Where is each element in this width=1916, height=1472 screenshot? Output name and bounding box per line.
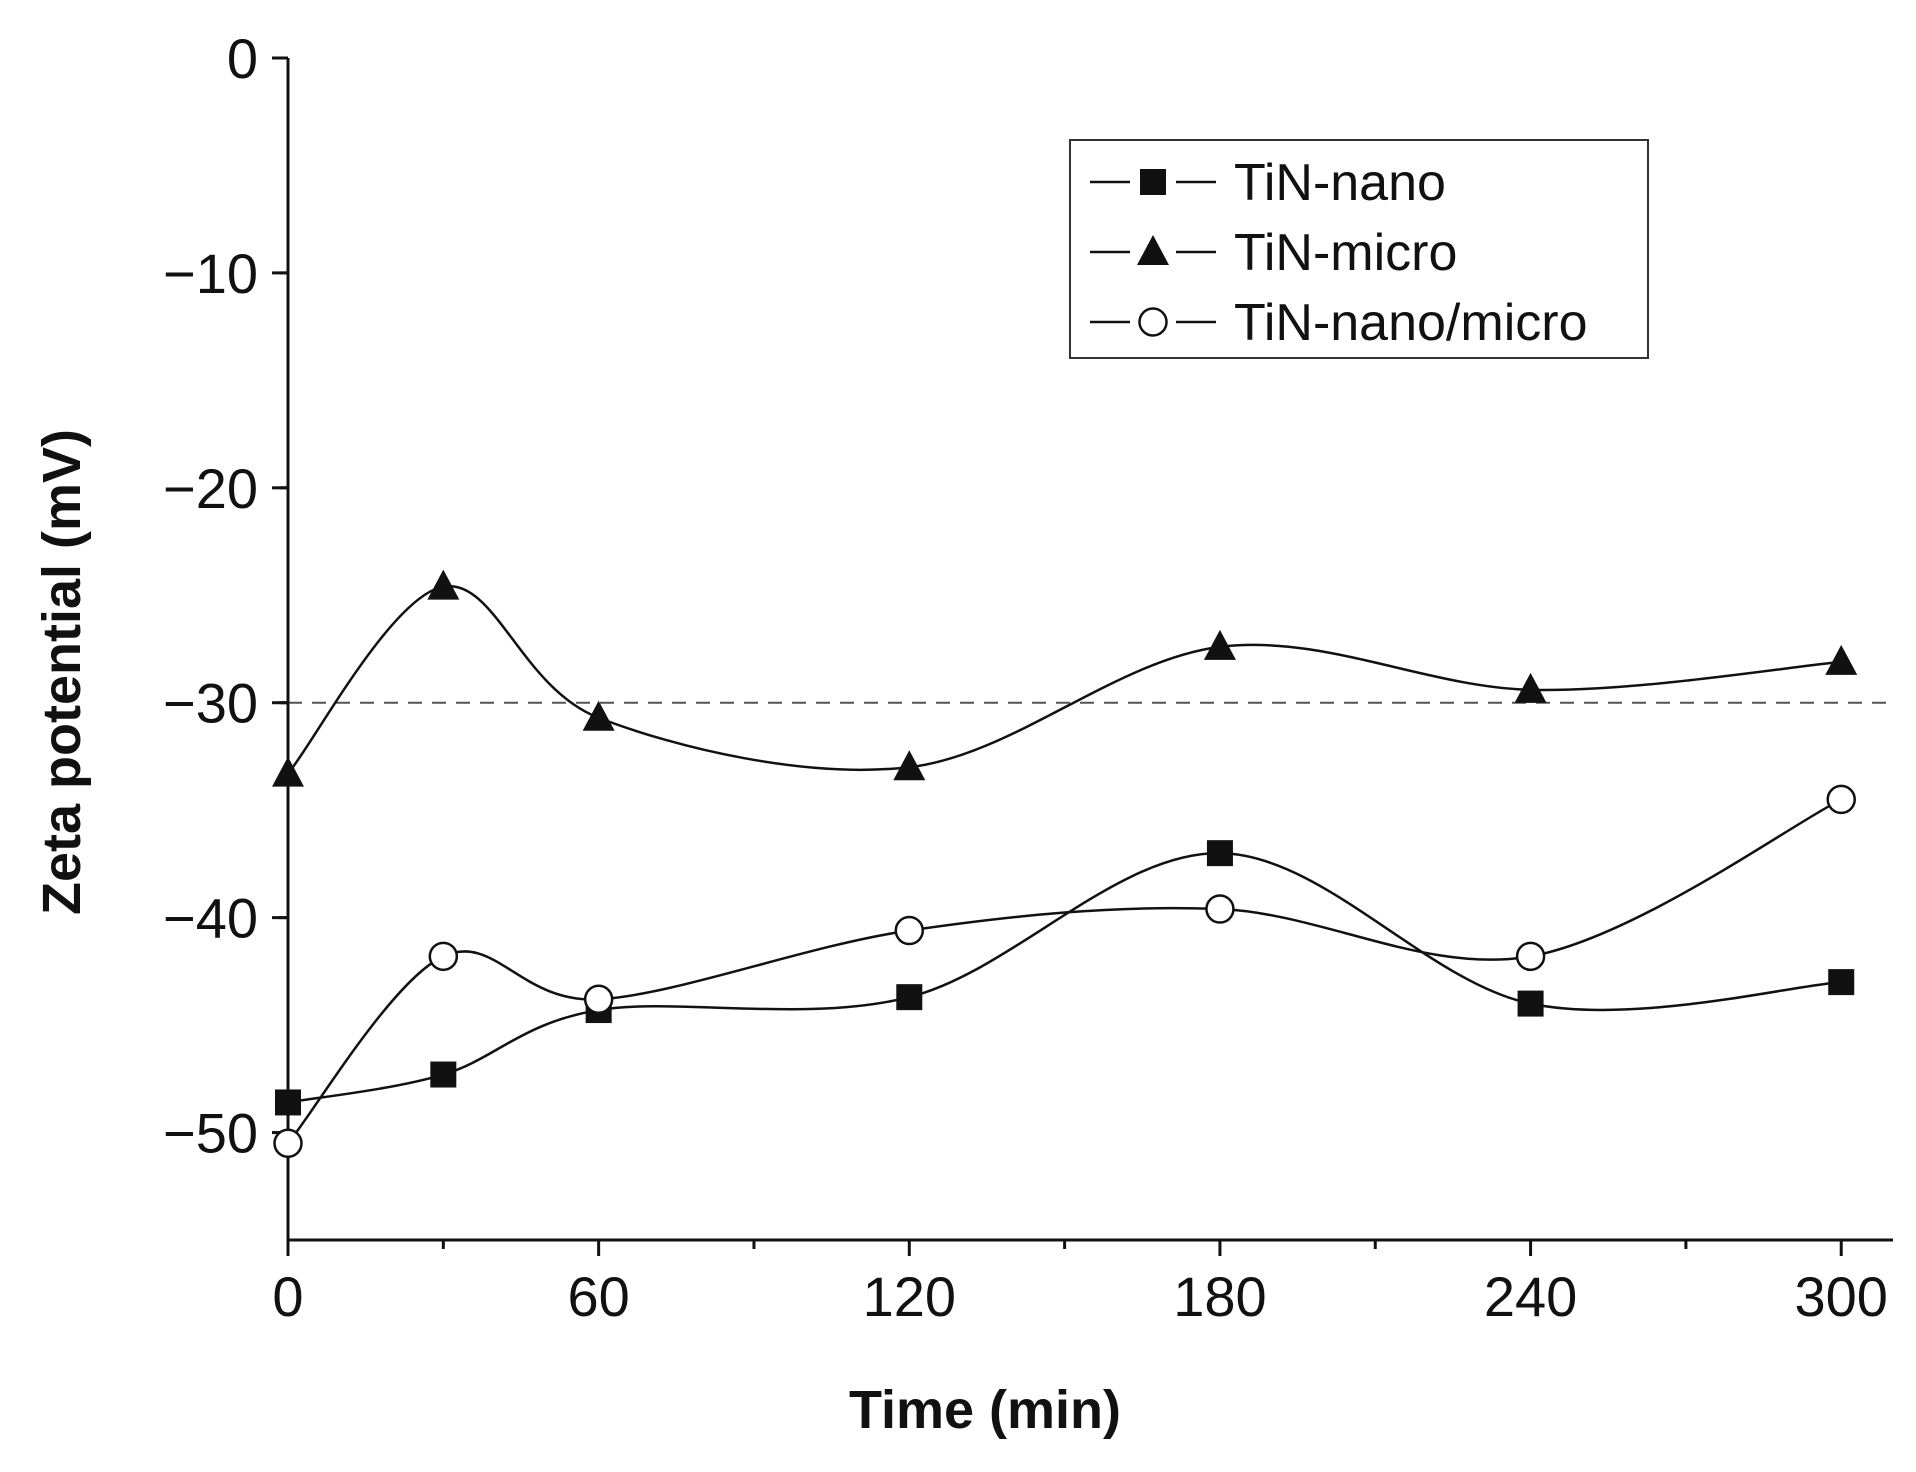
- y-tick-label: −50: [163, 1102, 258, 1165]
- data-point-series-3: [273, 1128, 303, 1159]
- data-point-series-2: [1825, 644, 1858, 675]
- axes: [286, 58, 1893, 1242]
- legend-marker: [1137, 235, 1169, 265]
- y-tick-label: 0: [227, 27, 258, 90]
- y-axis-title: Zeta potential (mV): [32, 429, 92, 915]
- data-point-series-3: [583, 984, 614, 1015]
- legend-label: TiN-nano: [1234, 154, 1446, 212]
- data-point-series-2: [582, 700, 615, 731]
- data-point-series-1: [275, 1089, 301, 1116]
- x-tick-label: 120: [863, 1265, 956, 1328]
- y-tick-label: −30: [163, 672, 258, 735]
- data-point-series-2: [1514, 672, 1547, 703]
- x-tick-label: 180: [1173, 1265, 1266, 1328]
- tick-labels: 0 −10 −20 −30 −40 −50 0 60 120 180 240 300: [163, 27, 1888, 1328]
- legend-box: [1069, 139, 1649, 359]
- data-point-series-3: [894, 915, 925, 946]
- legend: TiN-nano TiN-micro TiN-nano/micro: [1069, 139, 1649, 359]
- legend-marker: [1140, 169, 1166, 195]
- series-curve-2: [287, 585, 1842, 775]
- y-tick-label: −40: [163, 887, 258, 950]
- legend-label: TiN-nano/micro: [1234, 294, 1588, 352]
- x-axis-title: Time (min): [849, 1380, 1121, 1440]
- data-point-series-3: [428, 941, 459, 972]
- data-point-series-1: [1206, 840, 1233, 867]
- data-point-series-2: [893, 750, 926, 781]
- y-tick-label: −10: [163, 242, 258, 305]
- y-tick-label: −20: [163, 457, 258, 520]
- series-curve-3: [287, 798, 1842, 1145]
- data-point-series-1: [1828, 969, 1855, 996]
- data-point-series-1: [896, 984, 923, 1011]
- x-tick-label: 300: [1795, 1265, 1888, 1328]
- legend-marker: [1138, 307, 1168, 337]
- data-point-series-2: [1203, 629, 1236, 660]
- x-tick-label: 0: [272, 1265, 303, 1328]
- tick-marks: [272, 56, 1843, 1256]
- legend-label: TiN-micro: [1234, 224, 1457, 282]
- series-curves: [287, 585, 1842, 1145]
- x-tick-label: 60: [567, 1265, 629, 1328]
- data-point-series-3: [1205, 894, 1235, 924]
- data-point-series-3: [1826, 784, 1856, 815]
- data-point-series-1: [1517, 990, 1544, 1017]
- data-points: [272, 569, 1858, 1159]
- data-point-series-2: [272, 756, 304, 787]
- data-point-series-2: [427, 569, 460, 600]
- x-tick-label: 240: [1484, 1265, 1577, 1328]
- data-point-series-1: [430, 1061, 457, 1088]
- data-point-series-3: [1515, 941, 1546, 972]
